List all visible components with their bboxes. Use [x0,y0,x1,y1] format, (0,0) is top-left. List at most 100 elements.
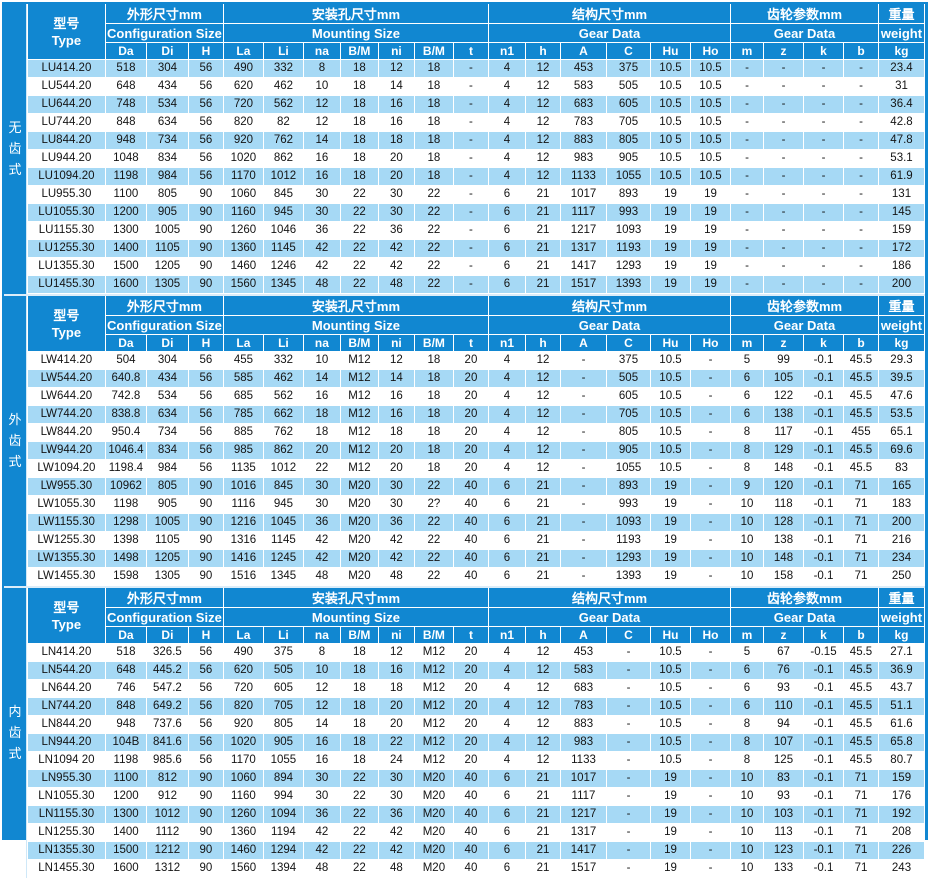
value-cell: 56 [187,423,224,442]
value-cell: 10 [302,77,341,96]
model-cell: LW844.20 [26,423,106,442]
value-cell: 1345 [262,275,304,294]
value-cell: 40 [452,787,490,806]
value-cell: 18 [413,167,454,186]
table-row: LW544.20 640.8 434 56 585 462 14 M12 14 18 20 4 12-5… [26,369,925,388]
column-header-ni: ni [377,42,415,60]
value-cell: 6 [488,185,526,204]
model-cell: LU744.20 [26,113,106,132]
value-cell: 21 [525,549,561,568]
value-cell: 20 [452,351,490,370]
weight-header-cn: 重量 [878,4,925,24]
value-cell: 1560 [222,275,264,294]
value-cell: 12 [525,369,561,388]
table-row: LN1155.30 1300 1012 90 1260 1094 36 22 36 M20 40 6 2… [26,805,925,824]
value-cell: 45.5 [843,351,879,370]
value-cell: -0.1 [803,823,844,842]
value-cell: 2? [413,495,454,514]
value-cell: 20 [452,423,490,442]
value-cell: 993 [606,203,651,222]
value-cell: 1160 [222,203,264,222]
value-cell: 18 [339,59,379,78]
weight-header-en: weight [878,607,925,627]
value-cell: 48 [302,567,341,586]
value-cell: 748 [104,95,147,114]
value-cell: 90 [187,495,224,514]
value-cell: 12 [525,679,561,698]
value-cell: - [690,805,731,824]
value-cell: - [843,203,879,222]
value-cell: 90 [187,841,224,860]
value-cell: 36 [377,513,415,532]
section-internal-gear: 内齿式型号 Type 外形尺寸mm 安装孔尺寸mm 结构尺寸mm 齿轮参数mm 重量 Conf… [4,586,925,878]
model-cell: LW955.30 [26,477,106,496]
value-cell: 42 [377,841,415,860]
value-cell: -0.1 [803,859,844,878]
value-cell: 56 [187,643,224,662]
value-cell: 649.2 [145,697,189,716]
value-cell: 983 [560,149,607,168]
table-row: LW1455.30 1598 1305 90 1516 1345 48 M20 48 22 40 6 2… [26,567,925,586]
column-header-na: na [302,626,341,644]
value-cell: 133 [763,859,804,878]
value-cell: M12 [413,751,454,770]
value-cell: 705 [262,697,304,716]
value-cell: 1020 [222,149,264,168]
value-cell: 1046 [262,221,304,240]
value-cell: - [803,185,844,204]
value-cell: 805 [145,185,189,204]
value-cell: M20 [339,495,379,514]
value-cell: 985 [222,441,264,460]
value-cell: 4 [488,459,526,478]
value-cell: -0.1 [803,495,844,514]
value-cell: 16 [302,733,341,752]
value-cell: 22 [413,203,454,222]
value-cell: 30 [377,185,415,204]
model-cell: LU1455.30 [26,275,106,294]
value-cell: 1460 [222,257,264,276]
value-cell: 18 [413,459,454,478]
value-cell: 56 [187,351,224,370]
value-cell: - [606,697,651,716]
value-cell: 105 [763,369,804,388]
column-header-Da: Da [104,626,147,644]
value-cell: 56 [187,459,224,478]
value-cell: 16 [377,387,415,406]
value-cell: 56 [187,131,224,150]
value-cell: 1133 [560,167,607,186]
value-cell: M20 [413,805,454,824]
value-cell: - [763,221,804,240]
value-cell: M12 [413,697,454,716]
value-cell: - [763,149,804,168]
value-cell: M20 [339,531,379,550]
value-cell: 23.4 [878,59,925,78]
table-row: LU1094.20 1198 984 56 1170 1012 16 18 20 18-4 12 11… [26,167,925,186]
spec-table-gearless: 型号 Type 外形尺寸mm 安装孔尺寸mm 结构尺寸mm 齿轮参数mm 重量 Configu… [26,4,925,294]
value-cell: - [560,459,607,478]
value-cell: 20 [452,733,490,752]
value-cell: 107 [763,733,804,752]
value-cell: 53.5 [878,405,925,424]
value-cell: 45.5 [843,643,879,662]
value-cell: 5 [730,643,764,662]
value-cell: 1294 [262,841,304,860]
group-header-configuration-en: Configuration Size [104,607,224,627]
value-cell: 841.6 [145,733,189,752]
value-cell: - [690,459,731,478]
weight-header-en: weight [878,315,925,335]
value-cell: 6 [730,369,764,388]
value-cell: - [690,495,731,514]
value-cell: 183 [878,495,925,514]
value-cell: -0.1 [803,679,844,698]
value-cell: M12 [339,405,379,424]
value-cell: - [452,59,490,78]
table-body: LN414.20 518 326.5 56 490 375 8 18 12 M12 20 4 12 453… [26,643,925,878]
value-cell: - [763,275,804,294]
value-cell: 19 [650,239,691,258]
value-cell: 31 [878,77,925,96]
value-cell: 6 [488,203,526,222]
group-header-structure-cn: 结构尺寸mm [488,4,731,24]
model-cell: LN744.20 [26,697,106,716]
value-cell: - [560,405,607,424]
model-cell: LW414.20 [26,351,106,370]
